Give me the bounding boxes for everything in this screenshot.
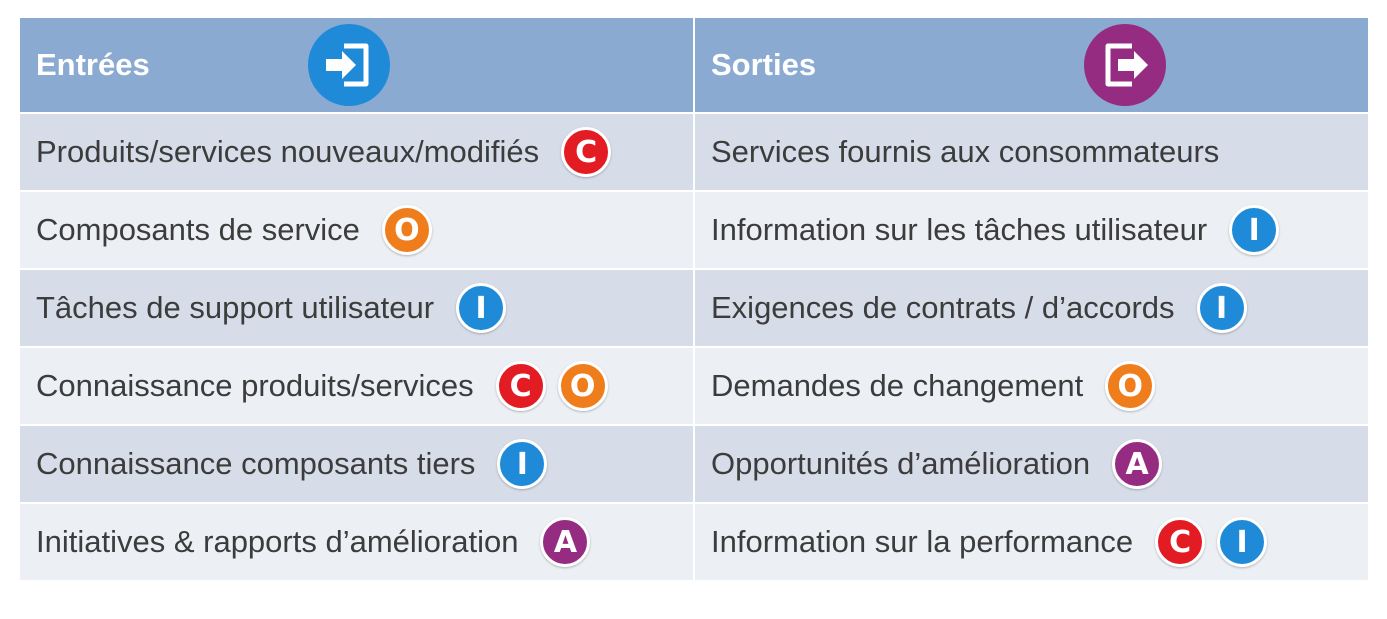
input-cell: Tâches de support utilisateur I (20, 270, 693, 346)
output-cell: Information sur les tâches utilisateur I (695, 192, 1368, 268)
badge-i: I (1196, 283, 1247, 333)
header-inputs: Entrées (20, 18, 693, 112)
input-text: Connaissance composants tiers (36, 446, 476, 481)
badge-group: C (561, 127, 612, 177)
badge-c: C (561, 127, 612, 177)
output-text: Information sur les tâches utilisateur (711, 212, 1208, 247)
header-outputs: Sorties (695, 18, 1368, 112)
input-text: Produits/services nouveaux/modifiés (36, 134, 540, 169)
badge-group: A (1112, 439, 1163, 489)
badge-group: I (497, 439, 548, 489)
output-cell: Information sur la performance C I (695, 504, 1368, 580)
badge-group: I (1196, 283, 1247, 333)
output-text: Exigences de contrats / d’accords (711, 290, 1175, 325)
output-cell: Demandes de changement O (695, 348, 1368, 424)
badge-o: O (381, 205, 432, 255)
header-inputs-label: Entrées (36, 47, 150, 82)
badge-a: A (540, 517, 591, 567)
badge-group: I (456, 283, 507, 333)
input-cell: Initiatives & rapports d’amélioration A (20, 504, 693, 580)
output-text: Demandes de changement (711, 368, 1084, 403)
badge-group: A (540, 517, 591, 567)
badge-i: I (1229, 205, 1280, 255)
input-text: Tâches de support utilisateur (36, 290, 435, 325)
badge-o: O (557, 361, 608, 411)
badge-i: I (497, 439, 548, 489)
exit-icon (1084, 24, 1166, 106)
output-text: Information sur la performance (711, 524, 1134, 559)
header-outputs-label: Sorties (711, 47, 817, 82)
badge-c: C (495, 361, 546, 411)
input-text: Initiatives & rapports d’amélioration (36, 524, 519, 559)
io-table: Entrées Sorties Produits/services nouvea… (20, 18, 1368, 580)
output-text: Opportunités d’amélioration (711, 446, 1091, 481)
badge-i: I (456, 283, 507, 333)
output-cell: Opportunités d’amélioration A (695, 426, 1368, 502)
badge-a: A (1112, 439, 1163, 489)
output-text: Services fournis aux consommateurs (711, 134, 1220, 169)
input-text: Composants de service (36, 212, 360, 247)
badge-i: I (1217, 517, 1268, 567)
badge-group: O (381, 205, 432, 255)
input-cell: Connaissance produits/services C O (20, 348, 693, 424)
badge-c: C (1155, 517, 1206, 567)
input-cell: Produits/services nouveaux/modifiés C (20, 114, 693, 190)
input-text: Connaissance produits/services (36, 368, 474, 403)
badge-o: O (1105, 361, 1156, 411)
badge-group: O (1105, 361, 1156, 411)
badge-group: I (1229, 205, 1280, 255)
output-cell: Exigences de contrats / d’accords I (695, 270, 1368, 346)
enter-icon (308, 24, 390, 106)
input-cell: Connaissance composants tiers I (20, 426, 693, 502)
output-cell: Services fournis aux consommateurs (695, 114, 1368, 190)
input-cell: Composants de service O (20, 192, 693, 268)
